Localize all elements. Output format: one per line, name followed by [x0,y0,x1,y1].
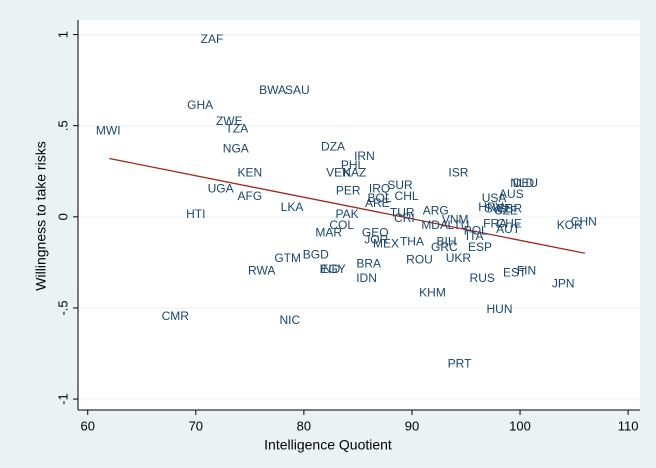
point-label: KEN [237,165,262,179]
y-tick-label: -1 [55,393,70,405]
point-label: UGA [208,182,234,196]
point-label: TZA [226,122,249,136]
point-label: PHL [341,158,365,172]
point-label: ROU [406,253,433,267]
point-label: HUN [487,302,513,316]
point-label: FIN [517,264,536,278]
x-tick-label: 80 [297,418,311,433]
point-label: USA [482,191,507,205]
point-label: PER [336,183,361,197]
x-axis-title: Intelligence Quotient [264,437,392,453]
point-label: DZA [321,140,345,154]
point-label: RWA [248,264,275,278]
point-label: KAZ [343,165,366,179]
point-label: DEU [513,176,538,190]
point-label: NIC [279,313,300,327]
point-label: MWI [96,123,121,137]
point-label: BIH [437,235,457,249]
point-label: GHA [187,98,213,112]
point-label: CHE [497,216,522,230]
point-label: EGY [320,262,345,276]
point-label: PRT [448,357,472,371]
x-tick-label: 110 [618,418,639,433]
point-label: VNM [442,213,469,227]
plot-area [78,20,640,410]
y-axis-title: Willingness to take risks [33,141,49,290]
point-label: KOR [557,218,583,232]
point-label: ISR [448,165,468,179]
point-label: HRV [478,200,503,214]
point-label: CHL [395,189,419,203]
point-label: KHM [419,286,446,300]
point-label: PAK [336,207,359,221]
point-label: LKA [281,200,304,214]
point-label: IDN [356,271,377,285]
y-tick-label: 0 [55,213,70,220]
point-label: ARG [423,204,449,218]
point-label: NGA [223,142,249,156]
point-label: ESP [468,240,492,254]
point-label: GEO [362,225,389,239]
point-label: UKR [446,251,472,265]
point-label: SAU [285,83,310,97]
point-label: LTU [448,218,470,232]
x-tick-label: 90 [405,418,419,433]
fit-line [109,157,586,254]
point-label: IND [319,262,340,276]
point-label: CZE [494,204,518,218]
point-label: AFG [238,189,263,203]
point-label: GTM [274,251,301,265]
point-label: SUR [387,178,413,192]
point-label: COL [329,218,354,232]
point-label: IRN [354,149,375,163]
point-label: JOR [364,233,388,247]
point-label: ITA [466,229,484,243]
y-tick-label: -.5 [55,300,70,315]
x-tick-label: 70 [189,418,203,433]
point-label: CHN [571,214,597,228]
point-label: GBR [496,202,522,216]
point-label: BGD [303,247,329,261]
x-tick-label: 60 [80,418,94,433]
point-label: AUS [499,187,524,201]
point-label: HTI [186,207,205,221]
x-tick-label: 100 [509,418,531,433]
point-label: ZAF [201,32,224,46]
point-label: IRQ [369,182,390,196]
point-label: MAR [315,225,342,239]
point-label: CMR [162,309,190,323]
point-label: TUR [390,205,415,219]
point-label: BRA [356,256,381,270]
y-tick-label: 1 [55,31,70,38]
point-label: ARE [365,196,390,210]
point-label: BWA [259,83,286,97]
point-label: POL [464,224,488,238]
point-label: MEX [373,236,399,250]
point-label: GRC [431,240,458,254]
point-label: SWE [485,202,512,216]
y-tick-label: .5 [55,120,70,131]
point-label: BOL [368,191,392,205]
point-label: VEN [326,165,351,179]
point-label: ZWE [216,114,243,128]
point-label: FRA [483,216,507,230]
point-label: CRI [394,211,415,225]
point-label: MDA [421,218,448,232]
point-label: THA [400,235,424,249]
point-label: NLD [510,176,534,190]
point-label: EST [503,265,527,279]
point-label: RUS [470,271,495,285]
point-label: AUT [496,222,521,236]
point-label: JPN [552,276,575,290]
